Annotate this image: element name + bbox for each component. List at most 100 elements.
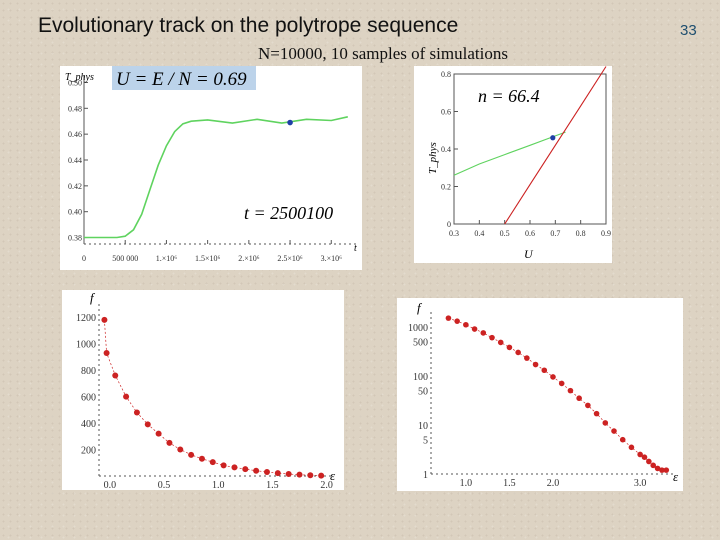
y-tick-label: 0.38 <box>68 234 82 243</box>
data-point <box>285 471 292 478</box>
temperature-energy-axes: 0 0.2 0.4 0.6 0.8 0.3 0.4 0.5 0.6 0.7 0.8 0.9 <box>441 66 611 238</box>
data-point <box>318 472 325 479</box>
time-evolution-ylabel: T_phys <box>65 72 94 83</box>
y-tick-label: 500 <box>413 338 428 349</box>
x-tick-label: 1.5×10⁶ <box>195 254 221 263</box>
y-tick-label: 0.2 <box>441 183 451 192</box>
time-label: t = 2500100 <box>244 203 333 223</box>
data-point <box>532 361 539 368</box>
x-tick-label: 500 000 <box>112 254 138 263</box>
data-point <box>263 469 270 476</box>
data-point <box>550 374 556 380</box>
distribution-linear-chart: 200 400 600 800 1000 1200 0.0 0.5 1.0 1.5 2.0 f ε <box>62 290 344 490</box>
x-tick-label: 0.6 <box>525 229 535 238</box>
data-point <box>166 439 173 446</box>
data-point <box>576 395 582 402</box>
data-point <box>188 451 195 458</box>
data-point <box>506 344 513 351</box>
x-tick-label: 0.5 <box>500 229 510 238</box>
data-point <box>611 428 617 434</box>
y-tick-label: 600 <box>81 393 96 404</box>
y-tick-label: 1000 <box>408 323 428 334</box>
current-state-marker <box>287 119 293 126</box>
data-point <box>198 455 205 462</box>
time-evolution-xlabel: t <box>354 243 357 254</box>
current-state-marker <box>550 135 556 141</box>
distribution-log-svg: 1 5 10 50 100 500 1000 1.0 1.5 2.0 3.0 f ε <box>408 300 679 489</box>
y-tick-label: 10 <box>418 421 428 432</box>
data-point <box>497 339 504 346</box>
data-point <box>659 467 665 473</box>
x-tick-label: 3.0 <box>634 478 647 489</box>
data-point <box>654 465 661 472</box>
x-tick-label: 1.×10⁶ <box>156 254 178 263</box>
y-tick-label: 0.42 <box>68 182 82 191</box>
linear-reference-line <box>504 66 607 225</box>
x-tick-label: 0.9 <box>601 229 611 238</box>
data-point <box>663 467 670 473</box>
y-tick-label: 1200 <box>76 313 96 324</box>
y-tick-label: 200 <box>81 446 96 457</box>
slide-subtitle: N=10000, 10 samples of simulations <box>258 44 508 63</box>
polytrope-sequence-line <box>453 131 566 176</box>
data-point <box>637 451 643 458</box>
data-point <box>641 454 648 460</box>
data-point <box>253 467 260 474</box>
data-point <box>296 471 303 478</box>
temperature-energy-chart: 0 0.2 0.4 0.6 0.8 0.3 0.4 0.5 0.6 0.7 0.8 0.9 T_phy… <box>414 66 612 263</box>
data-point <box>101 316 108 323</box>
temperature-energy-ylabel: T_phys <box>427 142 439 174</box>
y-tick-label: 0.4 <box>441 145 451 154</box>
data-point <box>558 380 565 387</box>
x-tick-label: 2.0 <box>320 480 333 490</box>
time-evolution-chart: 0.38 0.40 0.42 0.44 0.46 0.48 0.50 0 500 000 1.×1… <box>60 66 362 270</box>
distribution-log-xlabel: ε <box>673 469 679 484</box>
y-tick-label: 1 <box>423 470 428 481</box>
x-tick-label: 1.0 <box>212 480 225 490</box>
data-point <box>515 349 521 356</box>
data-point <box>541 367 548 374</box>
y-tick-label: 50 <box>418 387 428 398</box>
data-point <box>646 458 652 465</box>
y-tick-label: 5 <box>423 436 428 447</box>
data-point <box>524 355 530 361</box>
x-tick-label: 2.0 <box>547 478 560 489</box>
x-tick-label: 3.×10⁶ <box>321 254 343 263</box>
energy-label: U = E / N = 0.69 <box>116 69 247 90</box>
x-tick-label: 2.×10⁶ <box>238 254 260 263</box>
data-point <box>567 387 574 394</box>
y-tick-label: 0.8 <box>441 70 451 79</box>
data-point <box>112 372 119 379</box>
data-point <box>602 420 609 426</box>
data-point <box>274 470 281 477</box>
data-point <box>471 326 478 332</box>
data-point <box>177 446 184 453</box>
polytrope-index-label: n = 66.4 <box>478 86 540 106</box>
data-point <box>123 393 130 400</box>
data-point <box>585 402 591 409</box>
y-tick-label: 0.48 <box>68 104 82 113</box>
y-tick-label: 400 <box>81 419 96 430</box>
distribution-linear-axes: 200 400 600 800 1000 1200 0.0 0.5 1.0 1.5 2.0 <box>76 304 333 490</box>
distribution-linear-ylabel: f <box>90 290 96 305</box>
y-tick-label: 100 <box>413 372 428 383</box>
data-point <box>133 409 140 416</box>
temperature-series-line <box>84 116 348 239</box>
y-tick-label: 0.6 <box>441 108 451 117</box>
time-evolution-svg: 0.38 0.40 0.42 0.44 0.46 0.48 0.50 0 500 000 1.×1… <box>65 66 357 263</box>
x-tick-label: 0.7 <box>550 229 560 238</box>
x-tick-label: 0.0 <box>104 480 117 490</box>
y-tick-label: 1000 <box>76 340 96 351</box>
temperature-energy-svg: 0 0.2 0.4 0.6 0.8 0.3 0.4 0.5 0.6 0.7 0.8 0.9 T_phy… <box>427 66 611 261</box>
data-point <box>445 315 452 321</box>
energy-label-box <box>112 66 256 90</box>
x-tick-label: 0.4 <box>474 229 484 238</box>
data-point <box>489 334 495 341</box>
distribution-linear-xlabel: ε <box>330 468 336 483</box>
time-evolution-axes: 0.38 0.40 0.42 0.44 0.46 0.48 0.50 0 500 000 1.×1… <box>68 76 356 263</box>
slide-title: Evolutionary track on the polytrope sequ… <box>38 14 459 37</box>
distribution-trend-line <box>104 319 322 476</box>
data-point <box>650 462 657 469</box>
data-point <box>307 472 314 479</box>
x-tick-label: 0.5 <box>158 480 171 490</box>
